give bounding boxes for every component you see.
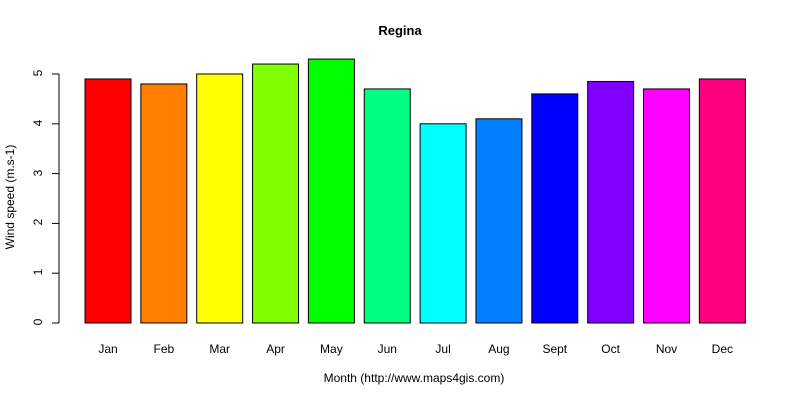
bar-apr (252, 63, 300, 324)
bar-mar (196, 73, 244, 324)
x-axis-label: Month (http://www.maps4gis.com) (323, 371, 505, 385)
y-tick-label: 0 (31, 318, 45, 326)
bar-feb (140, 83, 188, 324)
x-tick-label: Mar (209, 342, 231, 356)
y-tick-label: 3 (31, 169, 45, 176)
x-tick-label: May (320, 342, 343, 356)
y-axis (52, 73, 60, 324)
bar-oct (587, 80, 635, 324)
x-tick-label: Apr (266, 342, 285, 356)
bar-jul (419, 123, 467, 324)
bar-may (307, 58, 355, 324)
bar-jan (84, 78, 132, 324)
bar-nov (643, 88, 690, 324)
bar-dec (698, 78, 746, 324)
x-tick-label: Jun (377, 342, 397, 356)
bars (84, 58, 746, 324)
y-tick-label: 4 (31, 119, 45, 127)
y-tick-label: 5 (31, 69, 45, 77)
x-tick-label: Oct (601, 342, 620, 356)
y-tick-label: 1 (31, 268, 45, 276)
bar-jun (363, 88, 411, 324)
x-tick-label: Sept (542, 342, 568, 356)
bar-aug (475, 118, 523, 324)
x-tick-label: Dec (711, 342, 734, 356)
bar-sept (531, 93, 579, 324)
x-tick-label: Jan (98, 342, 118, 356)
x-tick-label: Jul (435, 342, 451, 356)
x-tick-label: Nov (655, 342, 678, 356)
y-tick-label: 2 (31, 219, 45, 226)
x-tick-label: Aug (488, 342, 510, 356)
x-tick-label: Feb (153, 342, 175, 356)
chart-title: Regina (378, 23, 422, 38)
